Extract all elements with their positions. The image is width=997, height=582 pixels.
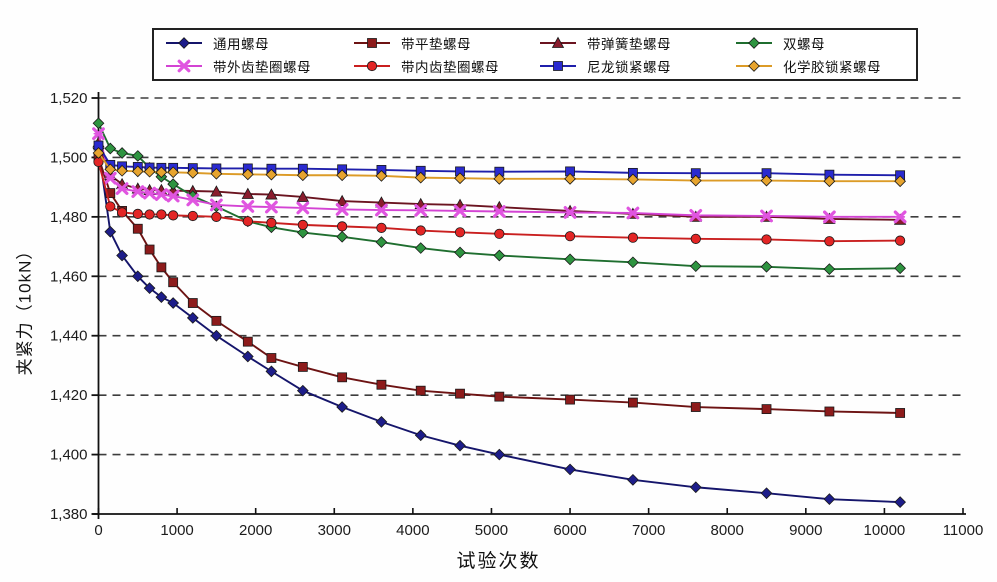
x-tick-label: 3000: [318, 522, 351, 539]
x-tick-label: 1000: [160, 522, 193, 539]
x-axis-ticks: 0 1000 2000 3000 4000 5000 6000 7000 8000 9000 100…: [94, 508, 983, 539]
chart-legend: 通用螺母 带平垫螺母 带弹簧垫螺母 双螺母带外齿垫圈螺母 带内齿垫圈螺母 尼龙锁紧螺母 化学…: [152, 28, 918, 81]
y-tick-label: 1,380: [50, 506, 88, 523]
series-external-tooth-washer-nut: [92, 127, 907, 224]
x-tick-label: 5000: [475, 522, 508, 539]
legend-square-icon: [540, 60, 576, 71]
x-tick-label: 6000: [553, 522, 586, 539]
legend-item-external-tooth-washer-nut: 带外齿垫圈螺母: [164, 56, 352, 76]
y-tick-label: 1,420: [50, 387, 88, 404]
legend-diamond-icon: [736, 37, 772, 50]
legend-label: 尼龙锁紧螺母: [587, 59, 671, 75]
legend-item-nylon-lock-nut: 尼龙锁紧螺母: [538, 56, 734, 76]
y-tick-label: 1,460: [50, 268, 88, 285]
x-tick-label: 2000: [239, 522, 272, 539]
legend-circle-icon: [354, 60, 390, 71]
y-tick-label: 1,440: [50, 328, 88, 345]
legend-item-internal-tooth-washer-nut: 带内齿垫圈螺母: [352, 56, 538, 76]
x-tick-label: 10000: [864, 522, 906, 539]
y-tick-label: 1,400: [50, 447, 88, 464]
x-tick-label: 0: [94, 522, 102, 539]
legend-diamond-icon: [736, 59, 772, 72]
legend-diamond-icon: [166, 37, 202, 50]
legend-triangle-icon: [540, 36, 576, 49]
legend-label: 带平垫螺母: [401, 37, 471, 53]
axes: [92, 92, 966, 519]
legend-item-general-nut: 通用螺母: [164, 33, 352, 53]
y-tick-label: 1,520: [50, 90, 88, 107]
x-tick-label: 11000: [943, 522, 984, 539]
x-axis-title: 试验次数: [456, 551, 541, 572]
legend-label: 带弹簧垫螺母: [587, 37, 671, 53]
y-axis-ticks: 1,520 1,500 1,480 1,460 1,440 1,420 1,400 1,380: [50, 90, 99, 523]
legend-label: 化学胶锁紧螺母: [783, 59, 881, 75]
x-tick-label: 8000: [711, 522, 744, 539]
legend-item-double-nut: 双螺母: [734, 33, 912, 53]
legend-label: 带外齿垫圈螺母: [213, 59, 311, 75]
x-tick-label: 4000: [396, 522, 429, 539]
legend-label: 通用螺母: [213, 37, 269, 53]
y-tick-label: 1,480: [50, 209, 88, 226]
legend-item-spring-washer-nut: 带弹簧垫螺母: [538, 33, 734, 53]
y-axis-title: 夹紧力（10kN）: [15, 241, 35, 376]
legend-item-adhesive-lock-nut: 化学胶锁紧螺母: [734, 56, 912, 76]
legend-xcross-icon: [166, 59, 202, 73]
gridlines: [98, 97, 963, 456]
y-tick-label: 1,500: [50, 149, 88, 166]
legend-label: 双螺母: [783, 37, 825, 53]
series-adhesive-lock-nut: [92, 147, 906, 188]
x-tick-label: 9000: [789, 522, 822, 539]
legend-label: 带内齿垫圈螺母: [401, 59, 499, 75]
legend-item-flat-washer-nut: 带平垫螺母: [352, 33, 538, 53]
x-tick-label: 7000: [632, 522, 665, 539]
legend-square-icon: [354, 38, 390, 49]
